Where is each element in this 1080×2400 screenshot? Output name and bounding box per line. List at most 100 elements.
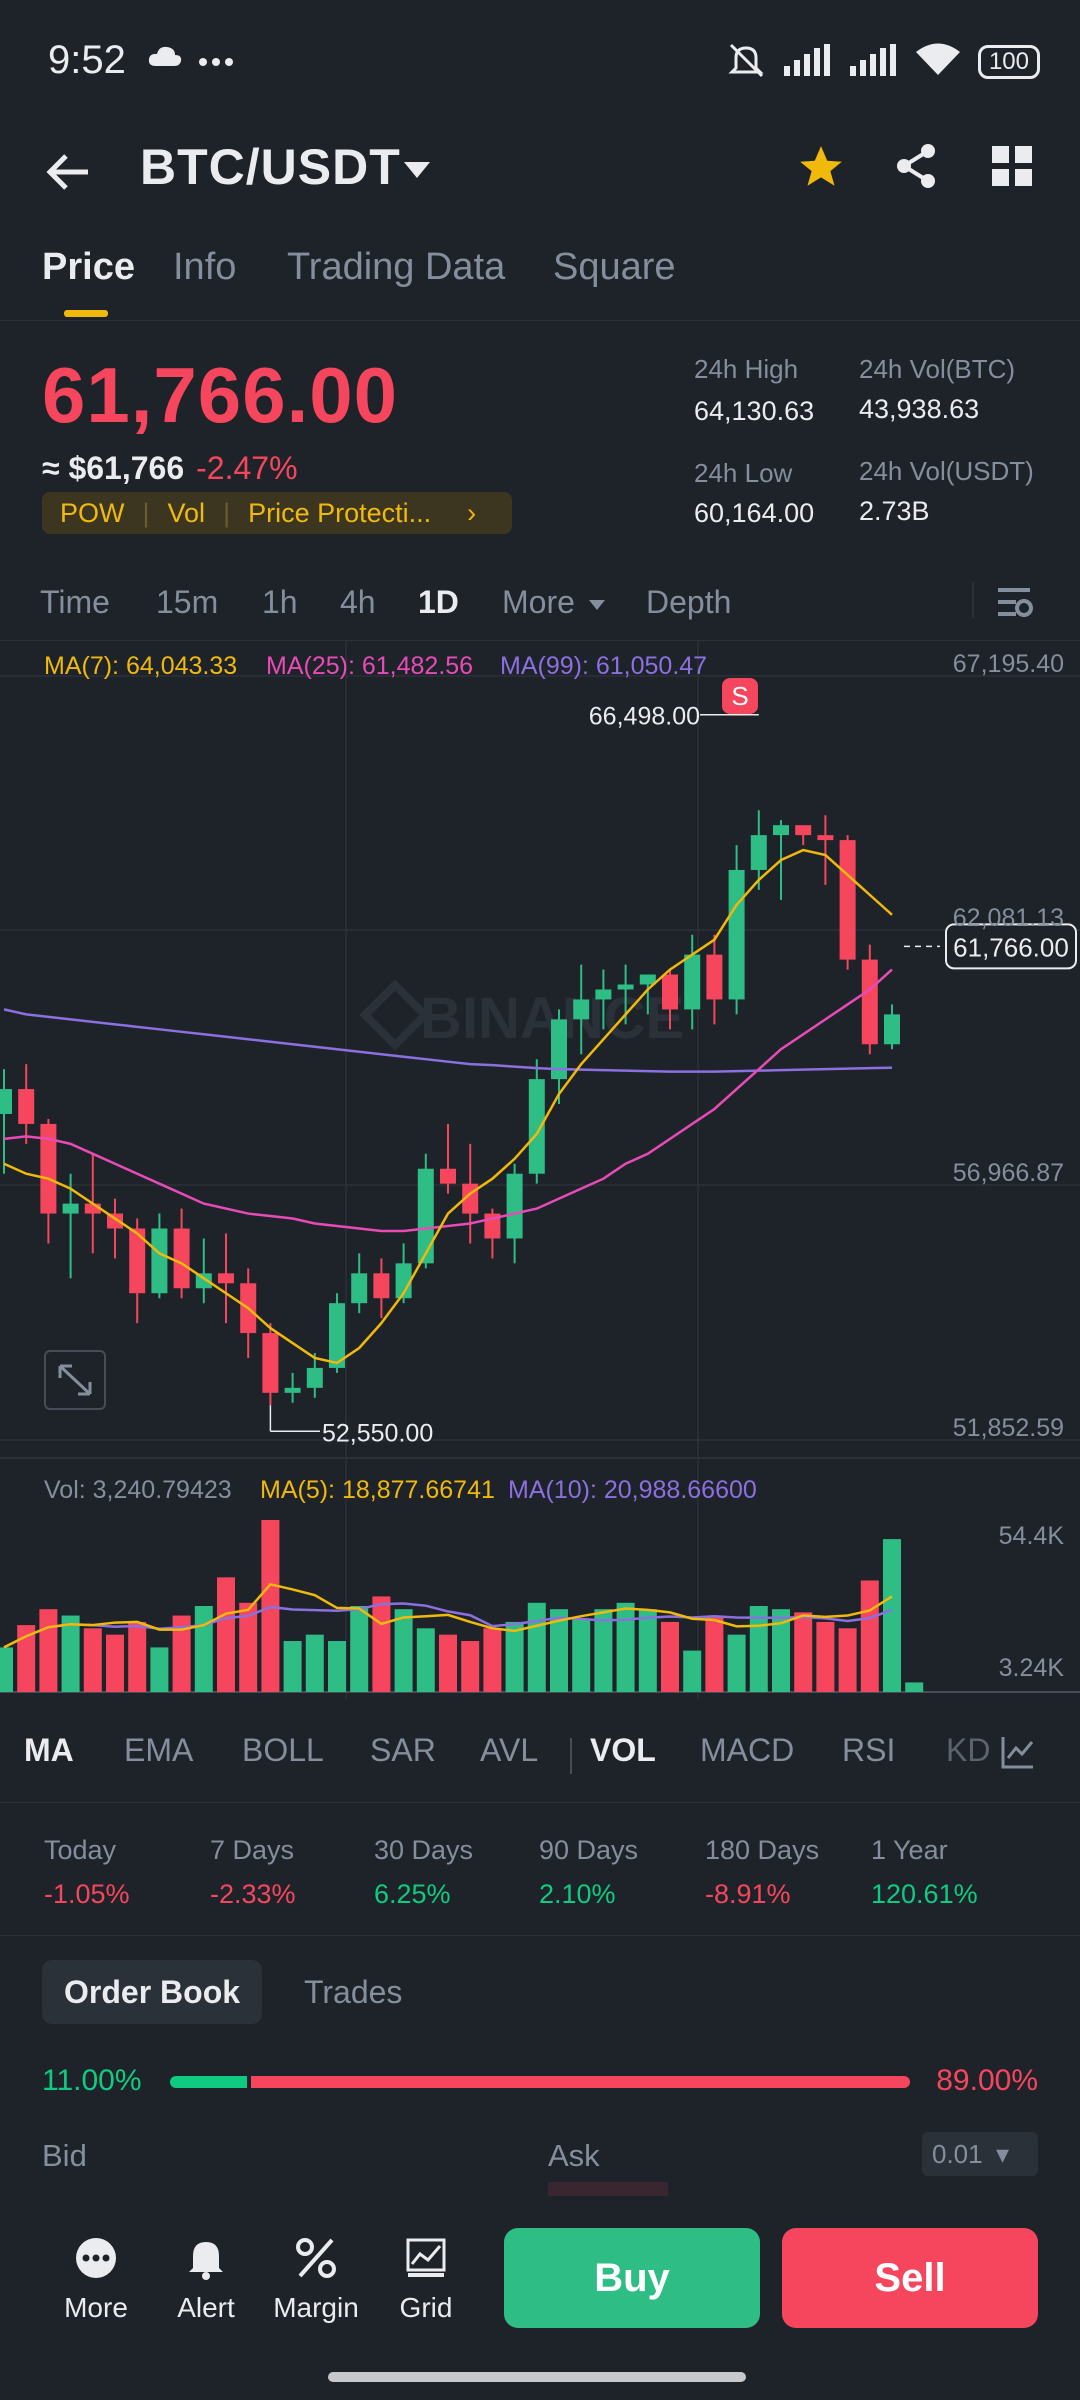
price-change: -2.47% [196, 450, 298, 486]
current-price-tag-box [945, 923, 1077, 970]
candle-body [40, 1123, 57, 1214]
price-tick: 51,852.59 [953, 1414, 1064, 1442]
volume-bar [439, 1634, 457, 1692]
volume-bar [860, 1580, 879, 1692]
chart-area[interactable]: BINANCE 61,766.00 67,195.40 62,081.13 56,96… [0, 640, 1080, 1724]
buy-button[interactable]: Buy [504, 2228, 760, 2328]
ind-vol[interactable]: VOL [590, 1732, 656, 1768]
candle-body [595, 989, 612, 1000]
candle-body [728, 869, 745, 1000]
current-price-tag: 61,766.00 [953, 932, 1069, 962]
interval-1h[interactable]: 1h [262, 584, 298, 620]
volume-bar [749, 1606, 768, 1692]
bell-icon [184, 2236, 228, 2280]
indicator-settings-icon[interactable] [996, 1734, 1036, 1775]
perf-label: 180 Days [705, 1835, 820, 1865]
alert-button[interactable]: Alert [156, 2236, 256, 2324]
interval-more[interactable]: More [502, 584, 575, 620]
tag-separator: | [142, 497, 150, 528]
chart-settings-icon[interactable] [994, 582, 1034, 627]
ma99-label: MA(99): 61,050.47 [500, 652, 707, 680]
candlestick-chart[interactable]: BINANCE 61,766.0067,195.4062,081.1356,96… [0, 640, 1080, 1724]
tab-price[interactable]: Price [42, 246, 135, 288]
margin-button[interactable]: Margin [266, 2236, 366, 2324]
status-bar: 9:52 100 [0, 0, 1080, 120]
tag-price-protection[interactable]: Price Protecti... [248, 497, 432, 528]
ind-macd[interactable]: MACD [700, 1732, 795, 1768]
status-icons: 100 [726, 40, 1040, 84]
active-tab-indicator [64, 310, 108, 317]
ma7-label: MA(7): 64,043.33 [44, 652, 237, 680]
volume-bar [283, 1641, 302, 1692]
ask-column-header: Ask [548, 2138, 600, 2173]
pair-dropdown-icon[interactable] [402, 160, 432, 185]
ind-rsi[interactable]: RSI [842, 1732, 896, 1768]
tab-square[interactable]: Square [553, 246, 676, 288]
usd-price-value: ≈ $61,766 [42, 450, 185, 486]
tab-order-book[interactable]: Order Book [42, 1960, 263, 2024]
volume-bar [150, 1647, 169, 1692]
tag-pow[interactable]: POW [60, 497, 125, 528]
candle-body [506, 1173, 523, 1239]
volume-bar [572, 1618, 591, 1692]
sell-button[interactable]: Sell [782, 2228, 1038, 2328]
volume-bar [39, 1609, 58, 1692]
more-button[interactable]: More [46, 2236, 146, 2324]
interval-time[interactable]: Time [40, 584, 110, 620]
candle-body [395, 1263, 412, 1299]
tag-vol[interactable]: Vol [167, 497, 206, 528]
volume-bar [705, 1615, 724, 1692]
interval-15m[interactable]: 15m [156, 584, 219, 620]
candle-body [0, 1089, 12, 1114]
ma7-line [3, 848, 893, 1365]
ind-kd[interactable]: KD [946, 1732, 991, 1768]
expand-icon[interactable] [44, 1350, 106, 1410]
pair-title[interactable]: BTC/USDT [140, 139, 401, 195]
tab-trades[interactable]: Trades [304, 1974, 403, 2010]
home-indicator[interactable] [328, 2372, 746, 2382]
volume-bar [461, 1641, 480, 1692]
high-label: 24h High [694, 354, 799, 384]
volume-bar [683, 1650, 702, 1692]
volume-bar [194, 1606, 213, 1692]
volume-bar [394, 1609, 413, 1692]
indicator-tabs: MA EMA BOLL SAR AVL VOL MACD RSI KD [0, 1712, 1080, 1803]
vol-usdt-label: 24h Vol(USDT) [859, 456, 1034, 486]
tag-separator: | [223, 497, 231, 528]
chevron-right-icon: › [467, 497, 477, 528]
grid-button[interactable]: Grid [376, 2236, 476, 2324]
back-arrow-icon[interactable] [44, 148, 92, 201]
precision-selector[interactable]: 0.01 ▾ [922, 2132, 1038, 2176]
ind-ema[interactable]: EMA [124, 1732, 194, 1768]
vol-usdt-value: 2.73B [859, 496, 930, 526]
candle-body [839, 840, 856, 960]
share-icon[interactable] [892, 142, 940, 195]
volume-bar [794, 1612, 813, 1692]
interval-bar: Time 15m 1h 4h 1D More Depth [0, 560, 1080, 641]
volume-bar [772, 1609, 790, 1692]
tab-info[interactable]: Info [173, 246, 237, 288]
ind-sar[interactable]: SAR [370, 1732, 436, 1768]
ind-avl[interactable]: AVL [480, 1732, 539, 1768]
candle-body [218, 1273, 234, 1284]
ma25-label: MA(25): 61,482.56 [266, 652, 473, 680]
more-dots-icon [198, 54, 234, 72]
tag-bar[interactable]: POW | Vol | Price Protecti... › [42, 492, 512, 534]
interval-4h[interactable]: 4h [340, 584, 376, 620]
grid-menu-icon[interactable] [990, 144, 1034, 193]
ind-ma[interactable]: MA [24, 1732, 74, 1768]
interval-1d[interactable]: 1D [418, 584, 459, 620]
header: BTC/USDT [0, 120, 1080, 230]
vol-ma5-line [3, 1582, 893, 1649]
favorite-star-icon[interactable] [796, 142, 846, 197]
candle-body [528, 1079, 545, 1174]
high-marker: 66,498.00 [589, 703, 700, 731]
vol-label: Vol: 3,240.79423 [44, 1476, 232, 1504]
perf-value: -2.33% [210, 1879, 296, 1909]
candle-body [329, 1303, 345, 1368]
volume-bar [305, 1634, 324, 1692]
low-label: 24h Low [694, 458, 793, 488]
tab-trading-data[interactable]: Trading Data [287, 246, 506, 288]
ind-boll[interactable]: BOLL [242, 1732, 324, 1768]
interval-depth[interactable]: Depth [646, 584, 732, 620]
